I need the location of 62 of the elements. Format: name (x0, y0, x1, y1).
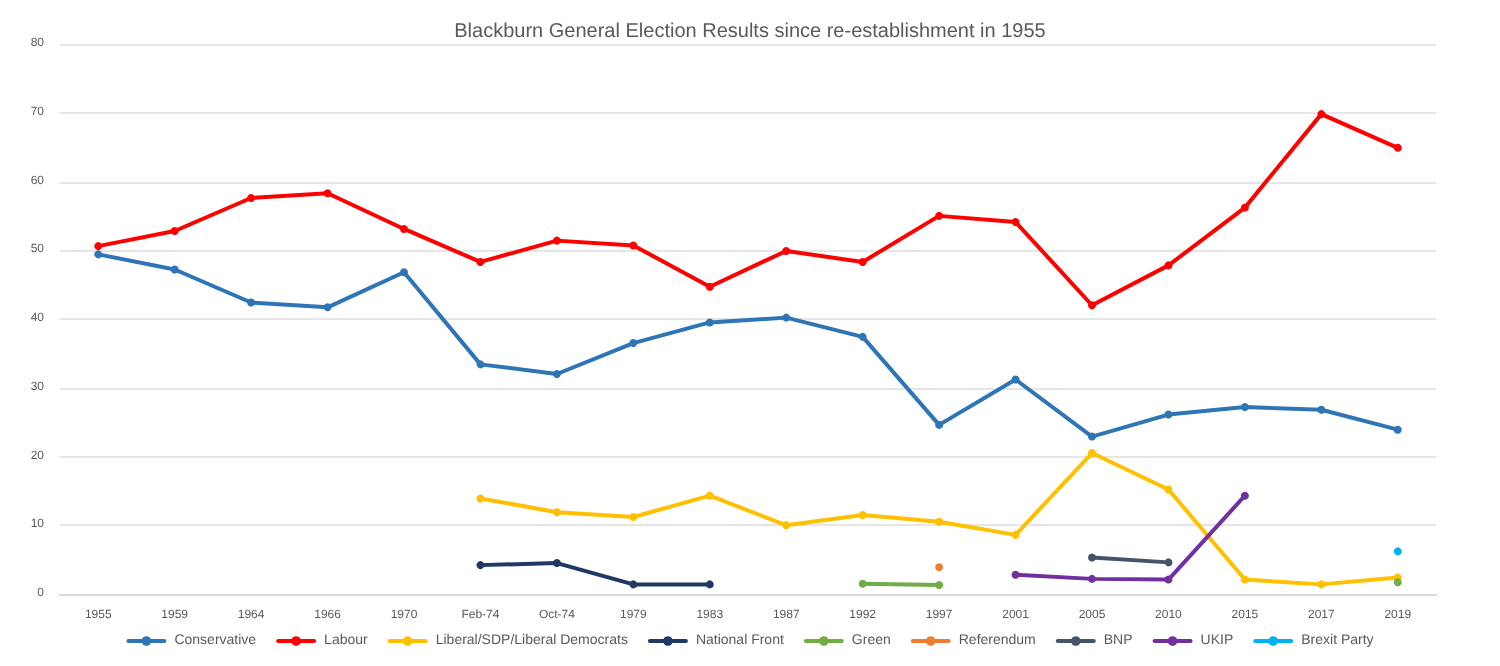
point (629, 339, 638, 348)
point (629, 580, 638, 589)
point (1317, 580, 1326, 589)
chart-title: Blackburn General Election Results since re-establishment in 1955 (454, 21, 1047, 43)
point (1164, 558, 1173, 567)
point (782, 246, 791, 255)
point (552, 559, 561, 568)
point (170, 227, 179, 235)
point (552, 236, 561, 245)
point (782, 313, 791, 322)
point (552, 508, 561, 517)
point (858, 510, 867, 519)
point (1011, 218, 1020, 227)
point (1164, 261, 1173, 270)
point (1393, 143, 1402, 152)
point (94, 242, 103, 251)
point (1393, 425, 1402, 434)
point (476, 494, 485, 503)
point (858, 332, 867, 341)
point (935, 211, 944, 220)
point (858, 579, 867, 588)
point (629, 513, 638, 521)
point (1164, 410, 1173, 419)
point (1164, 485, 1173, 494)
point (705, 318, 714, 327)
point (1088, 432, 1096, 441)
point (705, 491, 714, 500)
point (935, 517, 944, 526)
point (629, 241, 638, 250)
point (1088, 574, 1096, 583)
point (1088, 553, 1096, 562)
point (94, 250, 103, 259)
point (705, 580, 714, 589)
point (1240, 491, 1249, 500)
point (323, 303, 332, 312)
point (400, 224, 408, 233)
point (1164, 575, 1173, 584)
point (782, 521, 791, 530)
point (1011, 375, 1020, 384)
point (323, 189, 332, 198)
point (1317, 405, 1326, 414)
point (705, 282, 714, 291)
point (1393, 578, 1402, 587)
point (858, 257, 867, 266)
point (1011, 530, 1020, 539)
point (1240, 203, 1249, 212)
point (1088, 449, 1096, 458)
point (476, 561, 485, 570)
point (1011, 570, 1020, 579)
point (552, 370, 561, 378)
point (1240, 575, 1249, 584)
point (935, 420, 944, 429)
point (476, 360, 485, 369)
point (935, 581, 944, 590)
point (476, 257, 485, 266)
point (1088, 301, 1096, 310)
point (247, 194, 256, 202)
point (247, 298, 256, 307)
point (1240, 403, 1249, 411)
point (400, 268, 408, 277)
point (170, 265, 179, 274)
point (1317, 110, 1326, 119)
